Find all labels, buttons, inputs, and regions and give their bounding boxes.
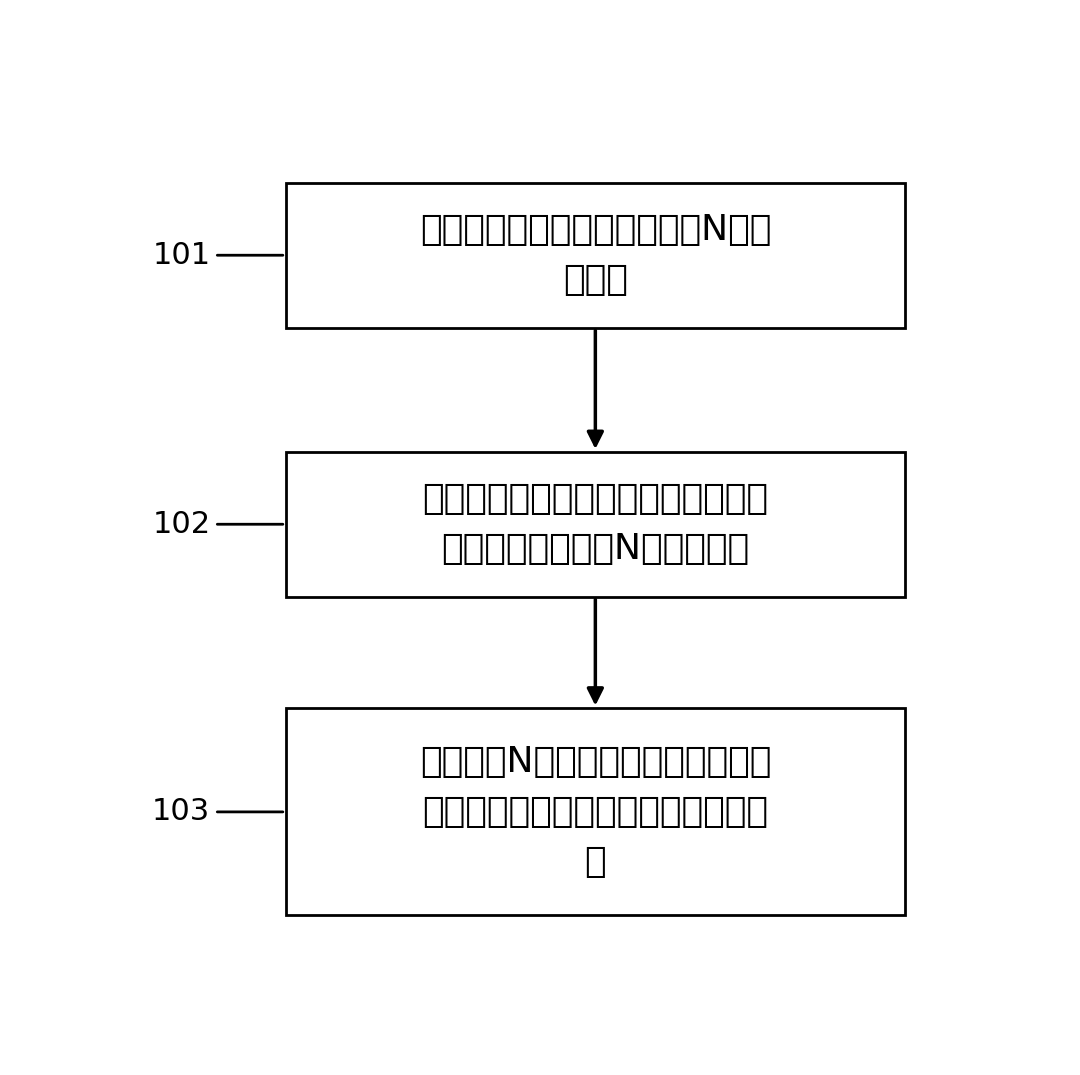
Text: 于预处理后的样本，训练得到N个预
测模型: 于预处理后的样本，训练得到N个预 测模型 (420, 213, 771, 298)
Bar (285, 452, 905, 597)
Text: 102: 102 (152, 510, 211, 539)
Text: 分别基于各所述预测模型对待预测语
料进行预测，得到N个预测结果: 分别基于各所述预测模型对待预测语 料进行预测，得到N个预测结果 (422, 483, 768, 567)
Text: 基于所述N个预测结果匹配预设规则
，确定所述待预测语料对应的意图信
息: 基于所述N个预测结果匹配预设规则 ，确定所述待预测语料对应的意图信 息 (420, 745, 771, 879)
Text: 103: 103 (152, 798, 211, 827)
Bar (285, 708, 905, 916)
Text: 101: 101 (152, 241, 211, 270)
Bar (285, 183, 905, 328)
